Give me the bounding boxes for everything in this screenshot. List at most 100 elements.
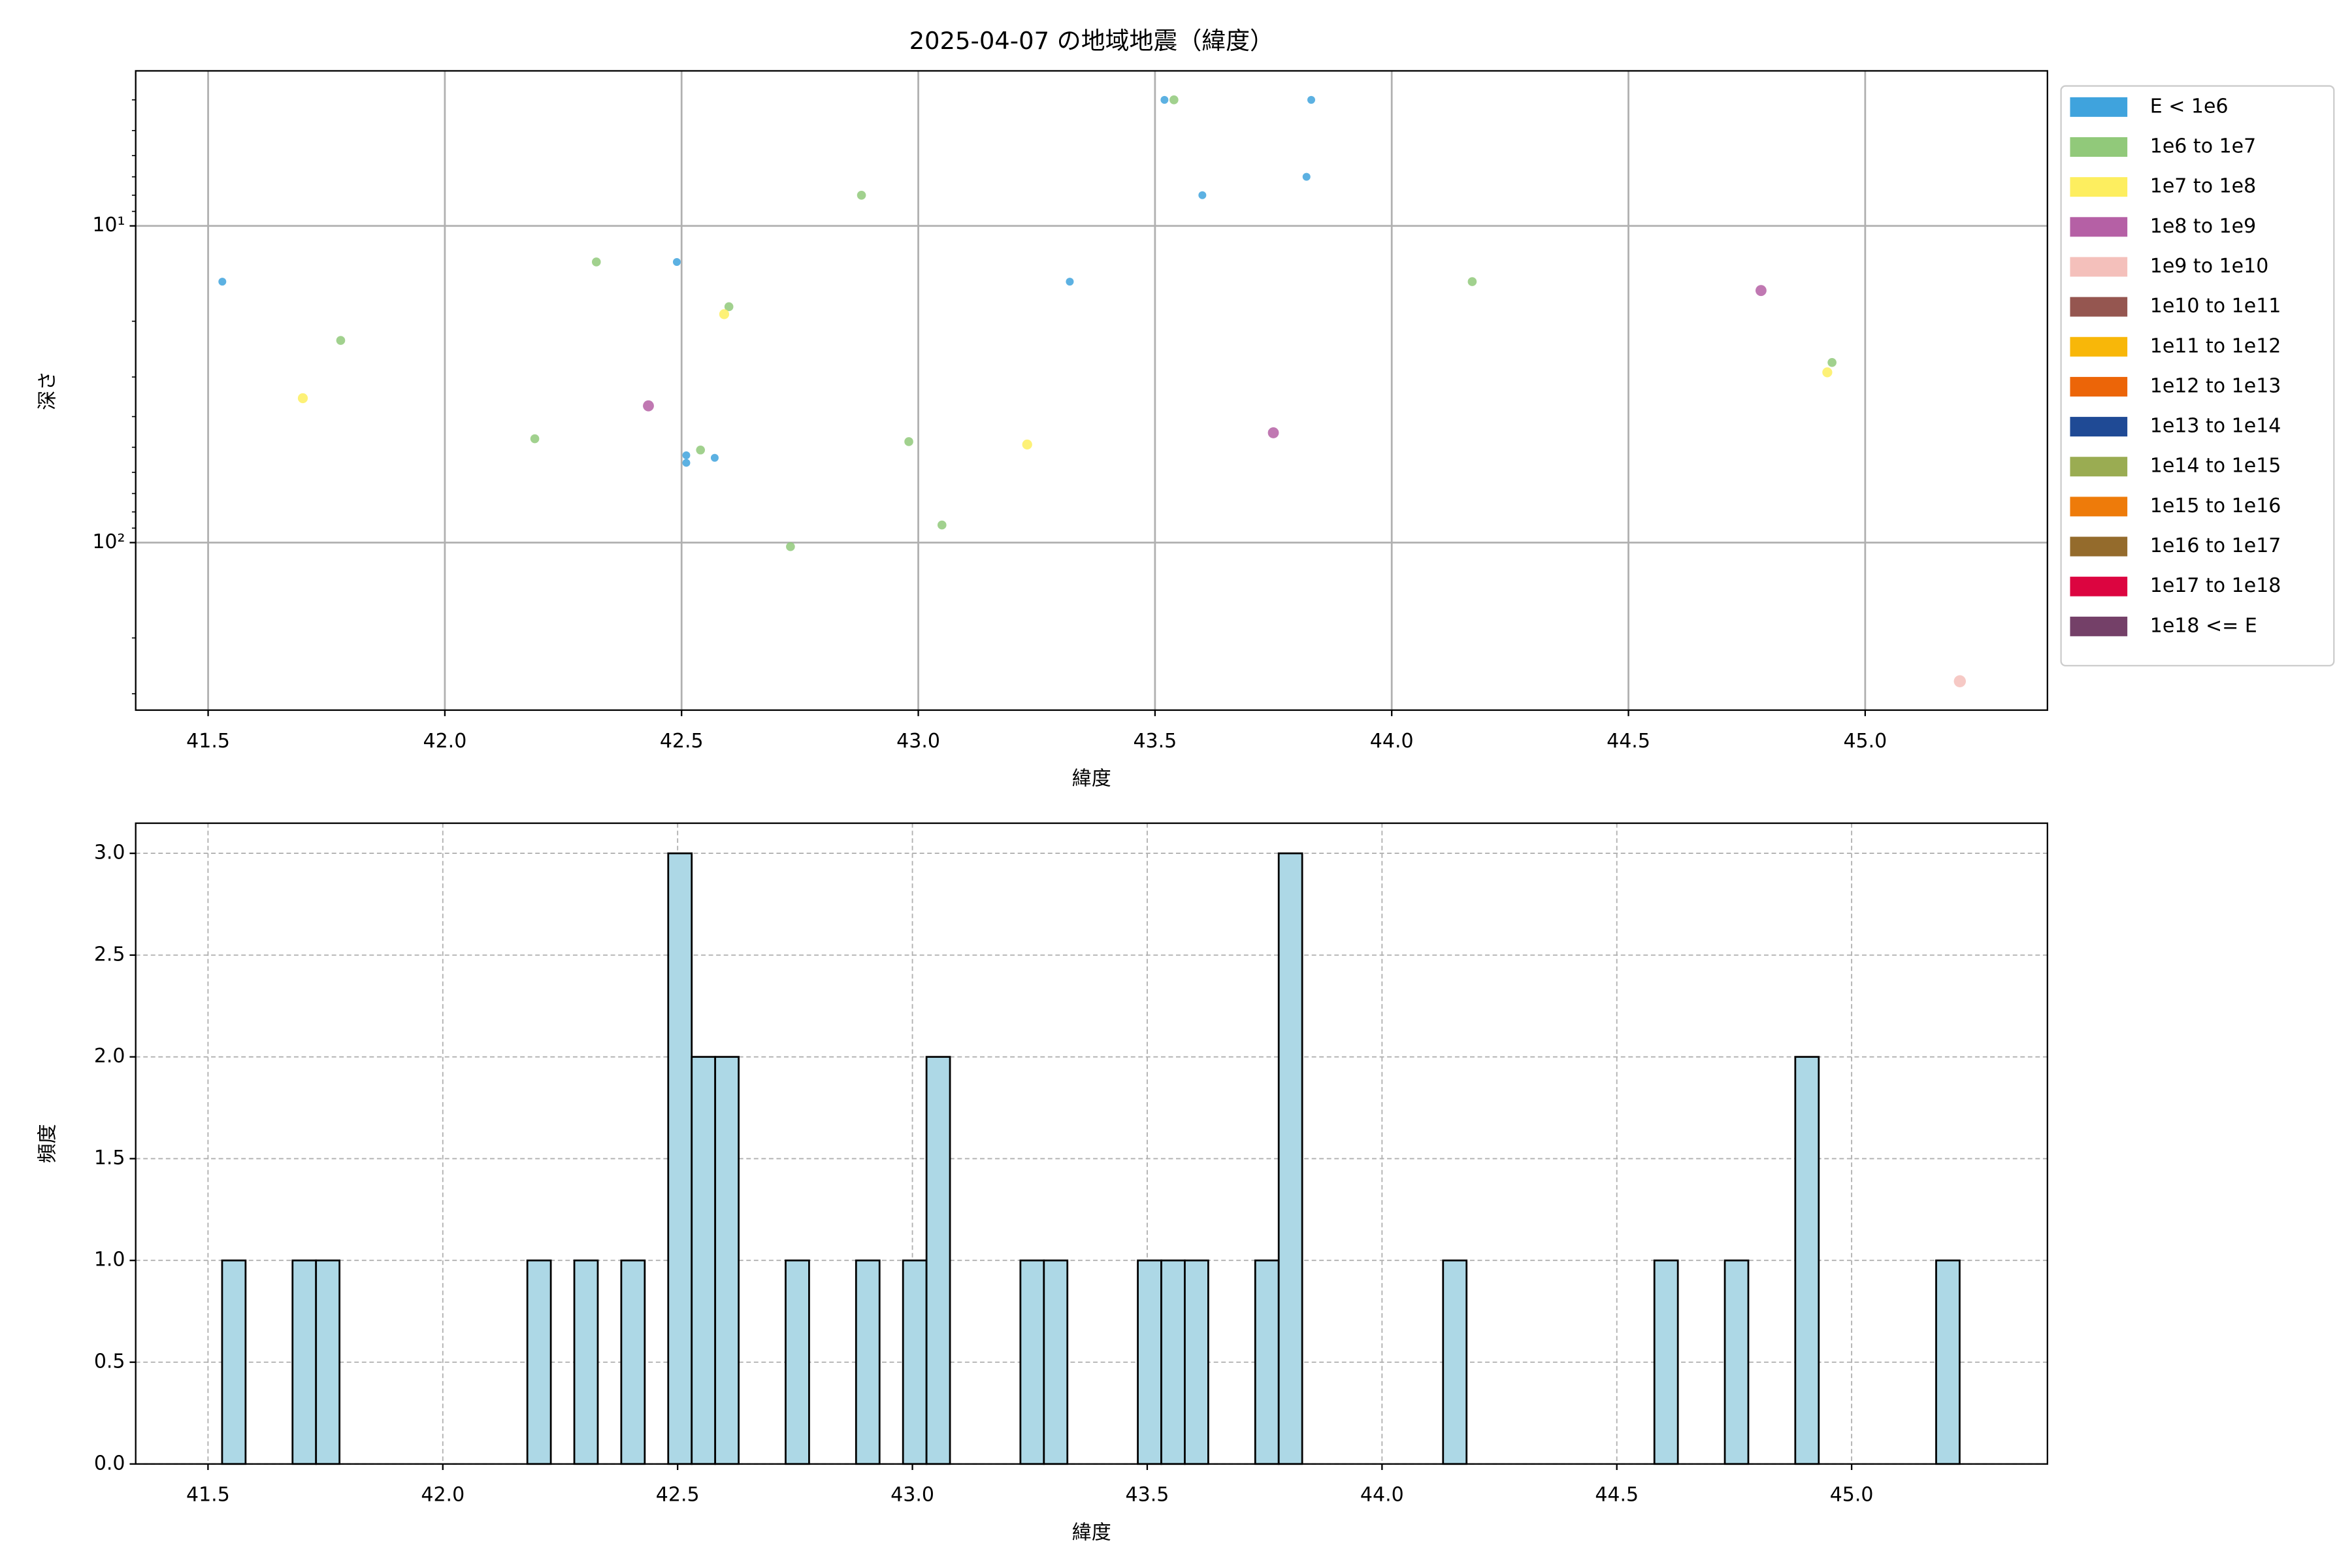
bar <box>1160 1259 1186 1465</box>
point <box>682 459 691 467</box>
point <box>1756 285 1767 297</box>
legend: E < 1e6 1e6 to 1e7 1e7 to 1e8 1e8 to 1e9 1e9… <box>2060 85 2335 666</box>
y-tick-label: 3.0 <box>94 841 125 864</box>
point <box>1160 95 1169 104</box>
y-tick-label: 1.5 <box>94 1147 125 1169</box>
point <box>591 257 601 267</box>
x-tick-label: 43.5 <box>1126 1484 1169 1507</box>
legend-label: 1e11 to 1e12 <box>2150 335 2281 357</box>
point <box>1953 675 1967 687</box>
legend-label: E < 1e6 <box>2150 95 2229 118</box>
x-tick-label: 44.0 <box>1360 1484 1404 1507</box>
y-tick-label: 10² <box>92 531 125 553</box>
legend-label: 1e17 to 1e18 <box>2150 574 2281 597</box>
bar <box>902 1259 928 1465</box>
point <box>1267 427 1279 438</box>
legend-swatch <box>2070 376 2128 397</box>
bar <box>1723 1259 1750 1465</box>
point <box>672 257 681 266</box>
x-tick-label: 42.0 <box>423 730 466 753</box>
point <box>1827 358 1837 367</box>
bar <box>291 1259 318 1465</box>
point <box>937 520 947 530</box>
y-axis-label: 深さ <box>36 371 59 410</box>
legend-swatch <box>2070 457 2128 477</box>
point <box>218 278 227 286</box>
legend-swatch <box>2070 177 2128 197</box>
x-tick-label: 43.0 <box>896 730 940 753</box>
y-tick-label: 10¹ <box>92 214 125 237</box>
legend-label: 1e15 to 1e16 <box>2150 495 2281 517</box>
legend-swatch <box>2070 576 2128 596</box>
axes-frame <box>135 70 2048 711</box>
x-tick-label: 42.5 <box>656 1484 700 1507</box>
legend-swatch <box>2070 497 2128 517</box>
legend-swatch <box>2070 536 2128 557</box>
bar <box>1794 1056 1820 1465</box>
point <box>1302 172 1311 181</box>
bar <box>667 852 693 1465</box>
point <box>904 437 913 446</box>
legend-swatch <box>2070 417 2128 437</box>
bar <box>221 1259 247 1465</box>
bar <box>573 1259 599 1465</box>
x-tick-label: 43.5 <box>1133 730 1177 753</box>
legend-label: 1e16 to 1e17 <box>2150 534 2281 557</box>
bar <box>1184 1259 1209 1465</box>
legend-label: 1e9 to 1e10 <box>2150 255 2269 278</box>
y-tick-label: 1.0 <box>94 1249 125 1271</box>
legend-frame <box>2060 85 2335 666</box>
point <box>786 542 795 551</box>
bar <box>691 1056 717 1465</box>
legend-label: 1e10 to 1e11 <box>2150 295 2281 318</box>
bar <box>1442 1259 1468 1465</box>
bar <box>855 1259 881 1465</box>
bar <box>1653 1259 1679 1465</box>
point <box>1822 367 1833 378</box>
x-tick-label: 41.5 <box>186 730 230 753</box>
bar <box>315 1259 341 1465</box>
bar <box>1043 1259 1069 1465</box>
y-tick-label: 2.0 <box>94 1045 125 1068</box>
bar <box>785 1259 810 1465</box>
bar <box>1137 1259 1162 1465</box>
point <box>682 451 691 459</box>
point <box>696 445 706 455</box>
y-tick-label: 2.5 <box>94 943 125 966</box>
y-tick-label: 0.5 <box>94 1350 125 1373</box>
y-tick-label: 0.0 <box>94 1452 125 1475</box>
legend-swatch <box>2070 336 2128 357</box>
point <box>1169 95 1179 105</box>
point <box>1307 95 1316 104</box>
legend-label: 1e18 <= E <box>2150 614 2257 637</box>
legend-label: 1e14 to 1e15 <box>2150 455 2281 478</box>
point <box>719 309 730 319</box>
bar <box>1935 1259 1961 1465</box>
bar <box>1019 1259 1045 1465</box>
x-tick-label: 44.5 <box>1607 730 1650 753</box>
x-tick-label: 42.5 <box>660 730 704 753</box>
bar <box>1254 1259 1280 1465</box>
point <box>1467 277 1477 286</box>
point <box>530 434 540 444</box>
point <box>1022 439 1032 449</box>
point <box>643 400 654 412</box>
legend-swatch <box>2070 217 2128 237</box>
x-tick-label: 45.0 <box>1830 1484 1874 1507</box>
legend-swatch <box>2070 97 2128 117</box>
chart-title: 2025-04-07 の地域地震（緯度） <box>909 27 1274 55</box>
bar <box>620 1259 646 1465</box>
x-tick-label: 44.5 <box>1595 1484 1639 1507</box>
axes-frame <box>135 822 2048 1465</box>
point <box>724 302 734 312</box>
y-axis-label: 頻度 <box>36 1124 59 1163</box>
legend-label: 1e7 to 1e8 <box>2150 175 2256 198</box>
point <box>1198 191 1207 199</box>
x-tick-label: 45.0 <box>1843 730 1887 753</box>
x-tick-label: 43.0 <box>890 1484 934 1507</box>
point <box>857 190 866 200</box>
x-tick-label: 41.5 <box>186 1484 230 1507</box>
legend-swatch <box>2070 257 2128 277</box>
